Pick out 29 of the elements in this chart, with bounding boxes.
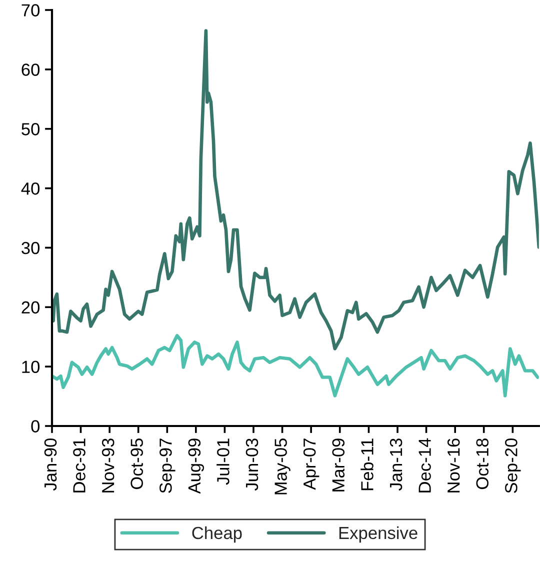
x-tick-label: May-05 — [274, 438, 290, 494]
x-tick-label: Oct-18 — [476, 438, 489, 490]
legend-label: Expensive — [339, 526, 418, 543]
line-series — [52, 29, 539, 350]
x-tick-label: Sep-97 — [160, 438, 176, 493]
y-tick-label: 0 — [31, 420, 40, 432]
x-tick-label: Dec-14 — [418, 438, 431, 492]
x-tick-label: Nov-16 — [447, 438, 460, 492]
y-tick-label: 70 — [22, 4, 40, 16]
x-tick-label: Dec-91 — [73, 438, 86, 492]
x-tick-label: Jul-01 — [216, 438, 230, 485]
x-tick-label: Sep-20 — [505, 438, 521, 493]
y-tick-label: 60 — [22, 64, 40, 76]
y-tick-label: 20 — [22, 301, 40, 314]
x-tick-label: Aug-99 — [188, 438, 204, 494]
y-tick-label: 30 — [22, 242, 40, 254]
y-tick-label: 10 — [22, 360, 40, 374]
x-tick-label: Mar-09 — [332, 438, 345, 492]
x-tick-label: Jan-13 — [390, 438, 402, 491]
x-tick-label: Feb-11 — [360, 438, 374, 490]
y-tick-label: 40 — [21, 182, 40, 195]
x-tick-label: Oct-95 — [130, 438, 143, 490]
y-tick-label: 50 — [22, 123, 40, 136]
x-tick-label: Jun-03 — [246, 438, 258, 491]
x-tick-label: Nov-93 — [102, 438, 114, 492]
x-tick-label: Apr-07 — [303, 438, 320, 490]
line-series — [52, 334, 539, 398]
x-tick-label: Jan-90 — [44, 438, 57, 491]
legend-label: Cheap — [192, 526, 242, 543]
